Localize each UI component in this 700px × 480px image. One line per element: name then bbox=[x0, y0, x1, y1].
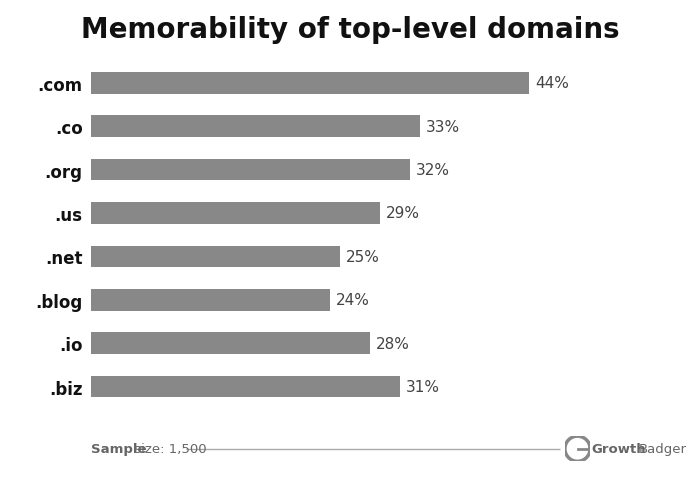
Text: 31%: 31% bbox=[406, 379, 440, 394]
Bar bbox=[91, 73, 529, 95]
Text: 29%: 29% bbox=[386, 206, 420, 221]
Text: 33%: 33% bbox=[426, 120, 460, 134]
Bar bbox=[91, 159, 410, 181]
Text: 25%: 25% bbox=[346, 250, 380, 264]
Text: 32%: 32% bbox=[416, 163, 449, 178]
Text: size: 1,500: size: 1,500 bbox=[130, 442, 206, 456]
Text: Growth: Growth bbox=[592, 442, 646, 456]
Text: 28%: 28% bbox=[376, 336, 410, 351]
Text: Sample: Sample bbox=[91, 442, 146, 456]
Title: Memorability of top-level domains: Memorability of top-level domains bbox=[80, 16, 620, 44]
Text: 24%: 24% bbox=[336, 293, 370, 308]
Bar bbox=[91, 289, 330, 311]
Bar bbox=[91, 246, 340, 268]
Text: 44%: 44% bbox=[536, 76, 569, 91]
Bar bbox=[91, 333, 370, 354]
Bar bbox=[91, 376, 400, 397]
Bar bbox=[91, 203, 380, 224]
Bar bbox=[91, 116, 420, 138]
Text: Badger: Badger bbox=[639, 442, 687, 456]
